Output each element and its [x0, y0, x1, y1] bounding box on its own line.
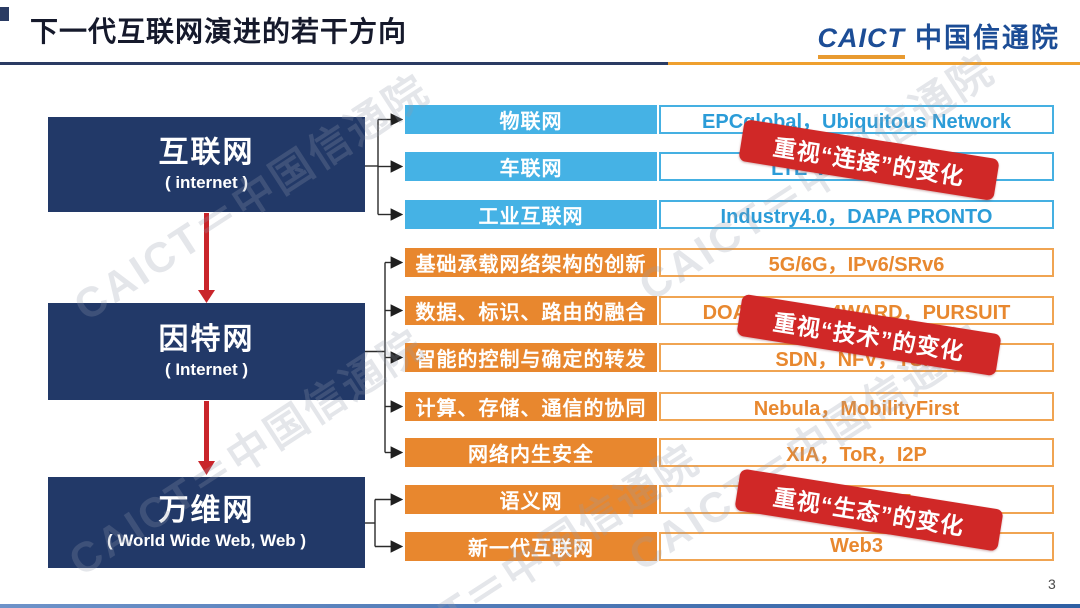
logo-name: 中国信通院 [915, 23, 1060, 53]
stage-title: 万维网 [158, 494, 255, 528]
example-box: XIA，ToR，I2P [659, 438, 1054, 467]
topic-row: 数据、标识、路由的融合 [405, 296, 657, 325]
bottom-bar [0, 604, 1080, 608]
logo-acronym: CAICT [817, 23, 905, 59]
topic-row: 新一代互联网 [405, 532, 657, 561]
stage-subtitle: ( Internet ) [164, 359, 249, 379]
topic-row: 基础承载网络架构的创新 [405, 248, 657, 277]
caict-logo: CAICT 中国信通院 [817, 16, 1061, 59]
example-box: EPCglobal，Ubiquitous Network [659, 105, 1054, 134]
stage-box-internet-en: 因特网 ( Internet ) [48, 303, 365, 400]
stage-box-www: 万维网 ( World Wide Web, Web ) [48, 477, 365, 568]
stage-subtitle: ( internet ) [164, 172, 249, 192]
header-divider-orange [668, 62, 1080, 65]
topic-row: 智能的控制与确定的转发 [405, 343, 657, 372]
topic-row: 计算、存储、通信的协同 [405, 392, 657, 421]
topic-row: 语义网 [405, 485, 657, 514]
page-title: 下一代互联网演进的若干方向 [30, 16, 408, 47]
header-divider-navy [0, 62, 668, 65]
page-number: 3 [1048, 576, 1056, 592]
example-box: Industry4.0，DAPA PRONTO [659, 200, 1054, 229]
stage-title: 因特网 [158, 323, 255, 357]
stage-subtitle: ( World Wide Web, Web ) [106, 530, 307, 550]
stage-title: 互联网 [158, 136, 255, 170]
example-box: 5G/6G，IPv6/SRv6 [659, 248, 1054, 277]
stage-box-internet-cn: 互联网 ( internet ) [48, 117, 365, 212]
topic-row: 网络内生安全 [405, 438, 657, 467]
topic-row: 车联网 [405, 152, 657, 181]
topic-row: 物联网 [405, 105, 657, 134]
corner-decoration [0, 7, 9, 21]
topic-row: 工业互联网 [405, 200, 657, 229]
example-box: Nebula，MobilityFirst [659, 392, 1054, 421]
